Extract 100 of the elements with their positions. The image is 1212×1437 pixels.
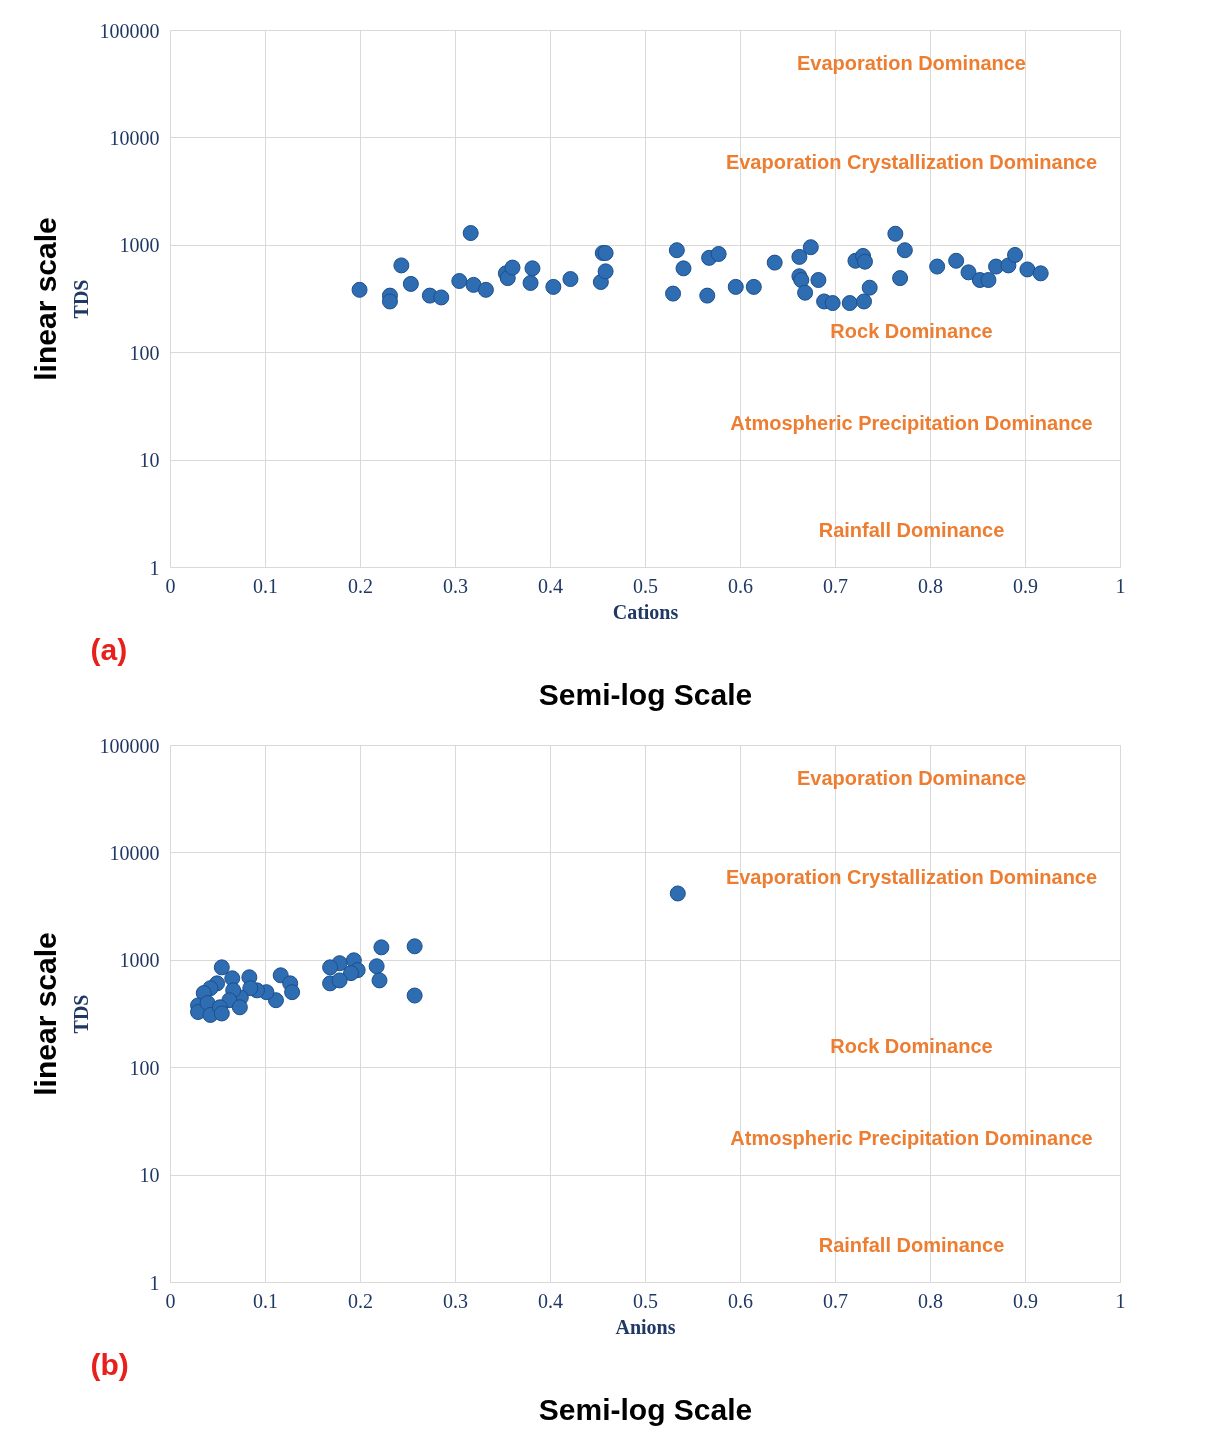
- annotation: Atmospheric Precipitation Dominance: [730, 411, 1093, 434]
- y-axis-title: TDS: [69, 994, 92, 1034]
- point: [322, 959, 339, 976]
- x-tick-label: 0.8: [918, 574, 943, 597]
- point: [231, 999, 248, 1016]
- point: [960, 264, 977, 281]
- point: [597, 263, 614, 280]
- point: [856, 293, 872, 310]
- y-tick-label: 10: [139, 1164, 160, 1187]
- y-tick-label: 1000: [119, 234, 160, 257]
- point: [856, 253, 873, 270]
- point: [242, 980, 259, 997]
- x-axis-title: Anions: [615, 1315, 676, 1338]
- point: [451, 273, 468, 289]
- point: [504, 259, 521, 276]
- text: linear scale: [28, 217, 62, 381]
- point: [213, 1005, 230, 1022]
- x-tick-label: 1: [1115, 1289, 1126, 1312]
- point: [331, 972, 348, 989]
- point: [522, 274, 539, 291]
- point: [213, 959, 230, 976]
- point: [824, 295, 841, 312]
- x-tick-label: 0.6: [728, 574, 753, 597]
- y-tick-label: 100: [129, 341, 160, 364]
- x-tick-label: 0: [165, 1289, 176, 1312]
- x-tick-label: 0.9: [1013, 1289, 1038, 1312]
- point: [1032, 265, 1049, 282]
- x-tick-label: 0.5: [633, 574, 658, 597]
- x-tick-label: 0.1: [253, 1289, 278, 1312]
- point: [791, 248, 808, 265]
- point: [393, 257, 410, 274]
- x-tick-label: 0.2: [348, 1289, 373, 1312]
- point: [1019, 261, 1036, 278]
- y-tick-label: 100000: [99, 19, 160, 42]
- text: linear scale: [28, 932, 62, 1096]
- y-tick-label: 10: [139, 449, 160, 472]
- point: [841, 295, 858, 312]
- x-tick-label: 0: [165, 574, 176, 597]
- point: [745, 278, 762, 295]
- x-tick-label: 0.5: [633, 1289, 658, 1312]
- y-tick-label: 10000: [109, 841, 160, 864]
- y-tick-label: 100: [129, 1056, 160, 1079]
- x-tick-label: 0.4: [538, 574, 563, 597]
- point: [477, 281, 494, 298]
- point: [675, 260, 692, 277]
- point: [668, 242, 685, 259]
- x-axis-title: Cations: [612, 600, 679, 623]
- point: [948, 252, 965, 269]
- point: [1007, 246, 1024, 263]
- point: [980, 272, 997, 289]
- point: [665, 285, 682, 302]
- point: [896, 242, 913, 259]
- x-tick-label: 0.7: [823, 1289, 848, 1312]
- text: (b): [90, 1347, 129, 1381]
- point: [669, 885, 686, 902]
- point: [797, 284, 814, 301]
- point: [284, 984, 301, 1001]
- x-tick-label: 0.1: [253, 574, 278, 597]
- point: [402, 275, 419, 292]
- annotation: Rock Dominance: [830, 320, 993, 343]
- annotation: Evaporation Dominance: [797, 766, 1026, 789]
- x-tick-label: 0.7: [823, 574, 848, 597]
- y-axis-title: TDS: [69, 279, 92, 319]
- annotation: Evaporation Crystallization Dominance: [725, 151, 1098, 174]
- point: [699, 287, 716, 304]
- text: (a): [90, 632, 128, 666]
- point: [373, 939, 390, 956]
- y-tick-label: 1000: [119, 949, 160, 972]
- point: [465, 276, 482, 293]
- y-tick-label: 10000: [109, 126, 160, 149]
- point: [802, 239, 819, 256]
- point: [727, 278, 744, 295]
- point: [861, 279, 878, 296]
- point: [381, 293, 398, 310]
- annotation: Evaporation Crystallization Dominance: [725, 866, 1098, 889]
- point: [766, 254, 783, 271]
- point: [371, 972, 388, 989]
- text: Semi-log Scale: [538, 677, 753, 711]
- x-tick-label: 0.3: [443, 574, 468, 597]
- point: [793, 272, 810, 289]
- annotation: Evaporation Dominance: [797, 51, 1026, 74]
- annotation: Rock Dominance: [830, 1035, 993, 1058]
- point: [710, 246, 727, 262]
- point: [892, 270, 909, 287]
- x-tick-label: 0.8: [918, 1289, 943, 1312]
- x-tick-label: 0.6: [728, 1289, 753, 1312]
- y-tick-label: 100000: [99, 734, 160, 757]
- y-tick-label: 1: [149, 556, 160, 579]
- x-tick-label: 0.2: [348, 574, 373, 597]
- text: Semi-log Scale: [538, 1392, 753, 1426]
- point: [887, 225, 904, 242]
- point: [406, 987, 423, 1004]
- point: [810, 272, 827, 289]
- point: [462, 225, 479, 242]
- point: [343, 965, 359, 982]
- point: [406, 938, 423, 955]
- point: [351, 281, 368, 298]
- annotation: Atmospheric Precipitation Dominance: [730, 1126, 1093, 1149]
- point: [368, 958, 385, 975]
- x-tick-label: 0.3: [443, 1289, 468, 1312]
